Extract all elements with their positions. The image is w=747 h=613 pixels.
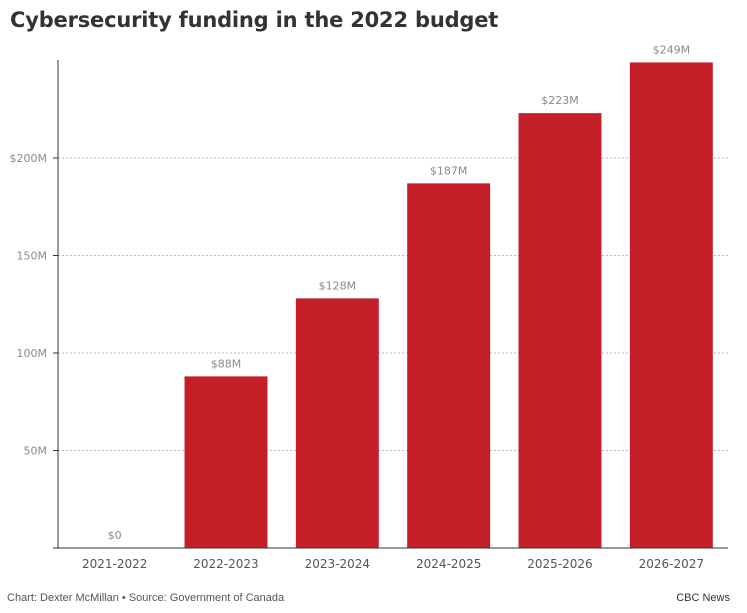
x-category-label: 2025-2026 (527, 557, 592, 571)
data-label: $187M (430, 164, 468, 177)
bar (407, 183, 491, 548)
x-category-label: 2021-2022 (82, 557, 147, 571)
bar (518, 113, 602, 549)
chart-credit: Chart: Dexter McMillan • Source: Governm… (7, 592, 285, 604)
y-tick-label: 150M (17, 250, 48, 263)
y-tick-label: 50M (24, 445, 48, 458)
bar (629, 62, 713, 548)
y-tick-label: 100M (17, 347, 48, 360)
data-label: $88M (211, 357, 242, 370)
bar (184, 376, 268, 548)
data-label: $249M (653, 43, 691, 56)
data-labels: $0 $88M $128M $187M $223M $249M (108, 43, 690, 542)
brand-label: CBC News (676, 592, 730, 604)
y-axis-ticks: 50M 100M 150M $200M (10, 152, 58, 458)
data-label: $128M (319, 279, 357, 292)
x-axis-labels: 2021-2022 2022-2023 2023-2024 2024-2025 2025… (82, 557, 704, 571)
x-category-label: 2022-2023 (193, 557, 258, 571)
data-label: $223M (541, 94, 579, 107)
bar (295, 298, 379, 548)
x-category-label: 2023-2024 (305, 557, 370, 571)
x-category-label: 2024-2025 (416, 557, 481, 571)
gridlines (58, 157, 728, 451)
x-category-label: 2026-2027 (639, 557, 704, 571)
bars (184, 62, 713, 549)
chart-title: Cybersecurity funding in the 2022 budget (10, 8, 499, 32)
data-label: $0 (108, 529, 122, 542)
y-tick-label: $200M (10, 152, 48, 165)
